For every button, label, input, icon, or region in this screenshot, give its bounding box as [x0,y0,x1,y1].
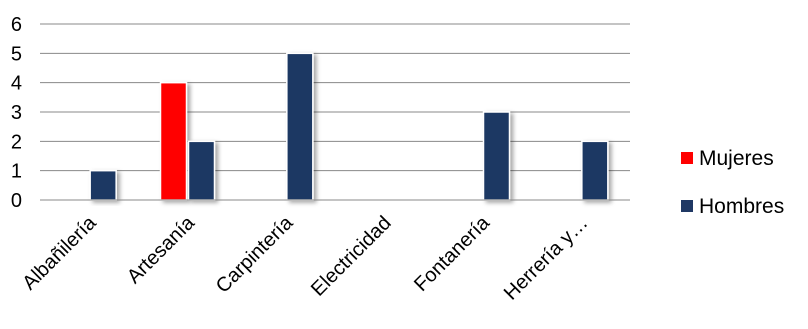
x-tick-label: Fontanería [410,211,495,296]
bar-hombres-4 [482,111,511,201]
y-tick-label: 0 [11,190,22,212]
y-tick-label: 6 [11,14,22,36]
bar-hombres-0 [89,169,117,201]
legend-label-hombres: Hombres [699,195,784,218]
x-tick-label: Electricidad [307,212,396,301]
bar-hombres-1 [187,140,216,201]
gridlines [40,23,630,201]
x-tick-label: Herrería y… [500,212,593,305]
y-tick-label: 2 [11,131,22,153]
x-tick-label: Carpintería [212,211,298,297]
bar-mujeres-1 [159,81,188,201]
y-tick-label: 5 [11,43,22,65]
y-axis-ticks: 0 1 2 3 4 5 6 [11,14,22,212]
bar-hombres-2 [286,52,314,201]
y-tick-label: 1 [11,161,22,183]
legend: Mujeres Hombres [681,147,784,218]
y-tick-label: 4 [11,73,22,95]
x-tick-label: Artesanía [123,211,200,288]
bar-hombres-5 [581,140,609,201]
legend-label-mujeres: Mujeres [699,147,774,170]
x-tick-label: Albañilería [18,211,101,294]
legend-swatch-mujeres [681,152,693,164]
legend-swatch-hombres [681,200,693,212]
x-axis-ticks: Albañilería Artesanía Carpintería Electrici… [18,211,592,304]
bars [40,52,630,201]
y-tick-label: 3 [11,102,22,124]
